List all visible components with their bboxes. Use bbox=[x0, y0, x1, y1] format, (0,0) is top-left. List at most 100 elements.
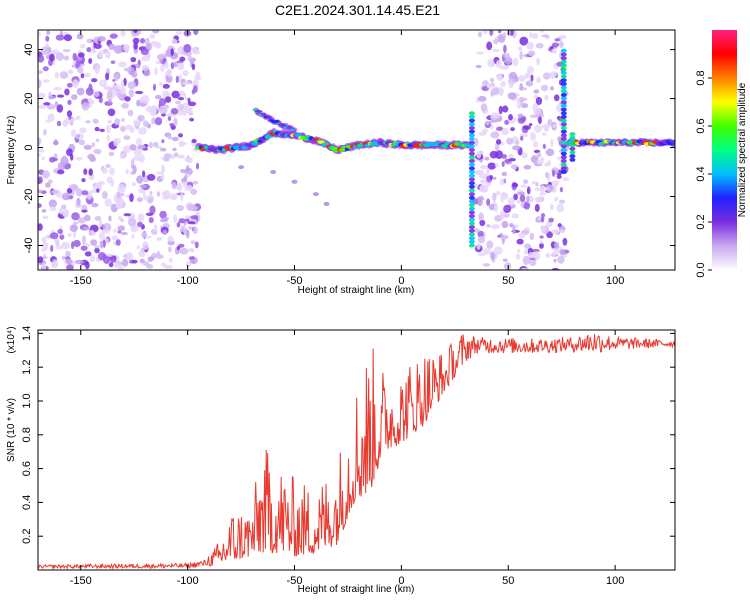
vertical-feature-blob bbox=[468, 159, 475, 163]
noise-blob bbox=[115, 239, 121, 246]
noise-blob bbox=[517, 113, 524, 118]
noise-blob bbox=[486, 240, 494, 249]
vertical-feature-blob bbox=[468, 177, 475, 182]
ridge-core bbox=[324, 142, 329, 146]
noise-blob bbox=[532, 141, 539, 148]
noise-blob bbox=[542, 143, 547, 149]
noise-blob bbox=[162, 83, 170, 89]
noise-blob bbox=[557, 136, 563, 142]
vertical-feature-blob bbox=[560, 162, 567, 167]
noise-blob bbox=[520, 135, 524, 141]
noise-blob bbox=[178, 218, 186, 224]
noise-blob bbox=[131, 182, 136, 187]
noise-blob bbox=[110, 60, 116, 64]
noise-blob bbox=[174, 61, 178, 68]
noise-blob bbox=[99, 220, 103, 228]
noise-blob bbox=[50, 232, 59, 240]
noise-blob bbox=[551, 267, 560, 270]
ridge-right-core bbox=[670, 139, 675, 144]
noise-blob bbox=[195, 162, 200, 170]
noise-blob bbox=[528, 195, 534, 203]
noise-blob bbox=[84, 261, 90, 270]
noise-blob bbox=[93, 119, 99, 124]
vertical-feature-blob bbox=[468, 173, 475, 178]
noise-blob bbox=[486, 167, 490, 175]
noise-blob bbox=[502, 192, 509, 200]
noise-blob bbox=[164, 153, 172, 159]
noise-blob bbox=[131, 158, 135, 168]
vertical-feature-blob bbox=[468, 111, 475, 116]
noise-blob bbox=[63, 55, 70, 61]
noise-blob bbox=[90, 239, 98, 246]
vertical-feature-blob bbox=[468, 181, 475, 186]
noise-blob bbox=[160, 64, 165, 73]
noise-blob bbox=[175, 31, 183, 35]
noise-blob bbox=[69, 224, 79, 232]
noise-blob bbox=[162, 217, 170, 220]
noise-blob bbox=[540, 216, 545, 223]
noise-blob bbox=[61, 192, 71, 201]
noise-blob bbox=[516, 238, 524, 245]
noise-blob bbox=[59, 207, 64, 215]
vertical-feature-blob bbox=[560, 92, 567, 97]
noise-blob bbox=[104, 198, 112, 207]
noise-blob bbox=[75, 115, 81, 121]
noise-blob bbox=[190, 240, 196, 244]
noise-blob bbox=[120, 218, 124, 223]
noise-blob bbox=[38, 79, 42, 88]
noise-blob bbox=[72, 221, 79, 225]
noise-blob bbox=[516, 99, 522, 109]
noise-blob bbox=[113, 228, 117, 233]
noise-blob bbox=[136, 137, 142, 146]
noise-blob bbox=[502, 32, 507, 39]
noise-blob bbox=[490, 77, 494, 83]
noise-blob bbox=[490, 251, 496, 260]
snr-y-tick-label: 0.4 bbox=[21, 495, 33, 510]
noise-blob bbox=[88, 58, 93, 64]
noise-blob bbox=[88, 100, 93, 108]
noise-blob bbox=[138, 249, 146, 258]
noise-blob bbox=[78, 139, 86, 146]
noise-blob bbox=[534, 203, 540, 212]
noise-blob bbox=[505, 52, 510, 60]
noise-blob bbox=[180, 192, 184, 202]
noise-blob bbox=[133, 119, 141, 127]
noise-blob bbox=[50, 245, 54, 252]
noise-blob bbox=[482, 263, 491, 267]
noise-blob bbox=[119, 153, 124, 159]
noise-blob bbox=[552, 183, 558, 188]
vertical-feature-blob bbox=[468, 195, 475, 200]
noise-blob bbox=[131, 234, 135, 239]
noise-blob bbox=[551, 169, 556, 177]
noise-blob bbox=[137, 144, 147, 150]
noise-blob bbox=[499, 210, 506, 220]
noise-blob bbox=[102, 239, 106, 248]
noise-blob bbox=[176, 154, 185, 159]
noise-blob bbox=[535, 182, 539, 187]
noise-blob bbox=[477, 95, 487, 102]
noise-blob bbox=[143, 70, 151, 77]
noise-blob bbox=[46, 30, 51, 35]
noise-blob bbox=[41, 209, 47, 213]
noise-blob bbox=[477, 199, 483, 207]
noise-blob bbox=[114, 74, 119, 82]
spectrogram-y-tick-label: -40 bbox=[23, 238, 35, 254]
noise-blob bbox=[190, 215, 199, 220]
noise-blob bbox=[519, 36, 529, 46]
spectrogram-frame bbox=[37, 29, 676, 271]
noise-blob bbox=[158, 106, 168, 114]
vertical-feature-blob bbox=[560, 81, 567, 86]
noise-blob bbox=[43, 102, 51, 106]
noise-blob bbox=[549, 185, 553, 191]
noise-blob bbox=[133, 147, 142, 156]
snr-x-tick-label: -150 bbox=[70, 575, 92, 587]
noise-blob bbox=[89, 230, 95, 235]
noise-blob bbox=[531, 181, 536, 185]
noise-blob bbox=[154, 67, 158, 76]
noise-blob bbox=[181, 107, 188, 114]
noise-blob bbox=[51, 189, 59, 195]
noise-blob bbox=[517, 191, 526, 196]
noise-blob bbox=[76, 134, 81, 138]
noise-blob bbox=[474, 183, 479, 189]
noise-blob bbox=[73, 230, 77, 239]
